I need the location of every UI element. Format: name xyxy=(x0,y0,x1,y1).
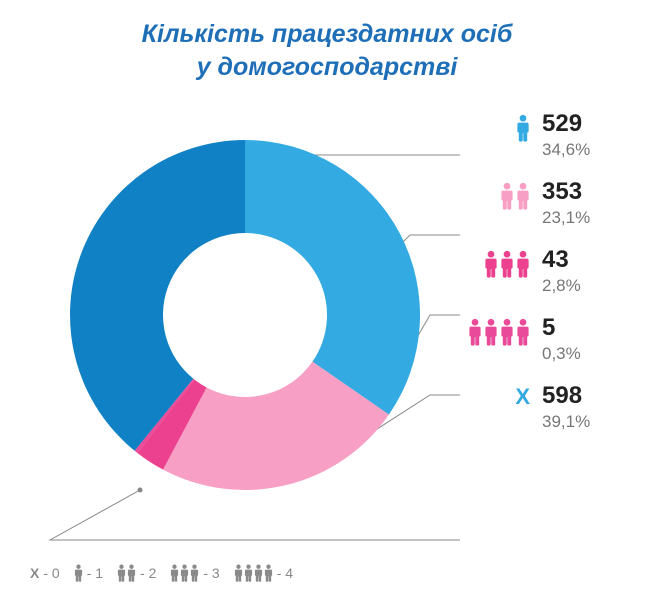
bottom-legend-item-3: - 3 xyxy=(170,564,219,582)
title-line-2: у домогосподарстві xyxy=(0,51,654,84)
legend-pct: 0,3% xyxy=(542,344,581,364)
legend-item-1: 353 23,1% xyxy=(460,178,650,228)
bottom-legend-label: - 0 xyxy=(43,565,59,581)
bottom-legend-label: - 2 xyxy=(140,565,156,581)
person-icon xyxy=(190,564,199,582)
legend-text: 5 0,3% xyxy=(542,314,581,364)
bottom-legend-label: - 3 xyxy=(203,565,219,581)
bottom-legend-item-1: - 1 xyxy=(74,564,103,582)
person-icon xyxy=(468,318,482,346)
legend-count: 529 xyxy=(542,110,590,138)
person-icon xyxy=(500,182,514,210)
person-icon-group xyxy=(117,564,136,582)
person-icon-group xyxy=(170,564,199,582)
legend-count: 353 xyxy=(542,178,590,206)
legend-icons xyxy=(460,110,530,142)
person-icon xyxy=(170,564,179,582)
legend-count: 598 xyxy=(542,382,590,410)
donut-slice-1 xyxy=(245,140,420,415)
person-icon xyxy=(264,564,273,582)
person-icon xyxy=(254,564,263,582)
person-icon xyxy=(74,564,83,582)
person-icon xyxy=(500,318,514,346)
person-icon xyxy=(117,564,126,582)
legend-item-2: 43 2,8% xyxy=(460,246,650,296)
legend: 529 34,6% 353 23,1% 43 2,8% xyxy=(460,110,650,450)
legend-pct: 23,1% xyxy=(542,208,590,228)
person-icon xyxy=(516,182,530,210)
bottom-legend-item-2: - 2 xyxy=(117,564,156,582)
legend-pct: 34,6% xyxy=(542,140,590,160)
bottom-legend-item-0: X- 0 xyxy=(30,565,60,581)
chart-title: Кількість працездатних осіб у домогоспод… xyxy=(0,0,654,83)
legend-icons xyxy=(460,178,530,210)
person-icon-group xyxy=(74,564,83,582)
bottom-legend-item-4: - 4 xyxy=(234,564,293,582)
person-icon xyxy=(234,564,243,582)
bottom-legend: X- 0 - 1 - 2 - 3 - 4 xyxy=(30,564,293,582)
legend-item-0: 529 34,6% xyxy=(460,110,650,160)
person-icon xyxy=(500,250,514,278)
x-icon: X xyxy=(460,382,530,410)
person-icon xyxy=(484,318,498,346)
legend-pct: 2,8% xyxy=(542,276,581,296)
chart-area: 529 34,6% 353 23,1% 43 2,8% xyxy=(30,110,630,540)
legend-text: 529 34,6% xyxy=(542,110,590,160)
person-icon xyxy=(516,318,530,346)
legend-text: 598 39,1% xyxy=(542,382,590,432)
bottom-legend-label: - 1 xyxy=(87,565,103,581)
legend-pct: 39,1% xyxy=(542,412,590,432)
person-icon xyxy=(516,250,530,278)
legend-icons xyxy=(460,246,530,278)
legend-icons xyxy=(460,314,530,346)
legend-text: 353 23,1% xyxy=(542,178,590,228)
legend-count: 43 xyxy=(542,246,581,274)
person-icon xyxy=(484,250,498,278)
person-icon-group xyxy=(234,564,273,582)
legend-count: 5 xyxy=(542,314,581,342)
x-icon: X xyxy=(30,565,39,581)
person-icon xyxy=(180,564,189,582)
legend-item-4: X 598 39,1% xyxy=(460,382,650,432)
legend-text: 43 2,8% xyxy=(542,246,581,296)
person-icon xyxy=(127,564,136,582)
title-line-1: Кількість працездатних осіб xyxy=(0,18,654,51)
donut-chart xyxy=(50,120,440,510)
legend-item-3: 5 0,3% xyxy=(460,314,650,364)
person-icon xyxy=(516,114,530,142)
person-icon xyxy=(244,564,253,582)
bottom-legend-label: - 4 xyxy=(277,565,293,581)
